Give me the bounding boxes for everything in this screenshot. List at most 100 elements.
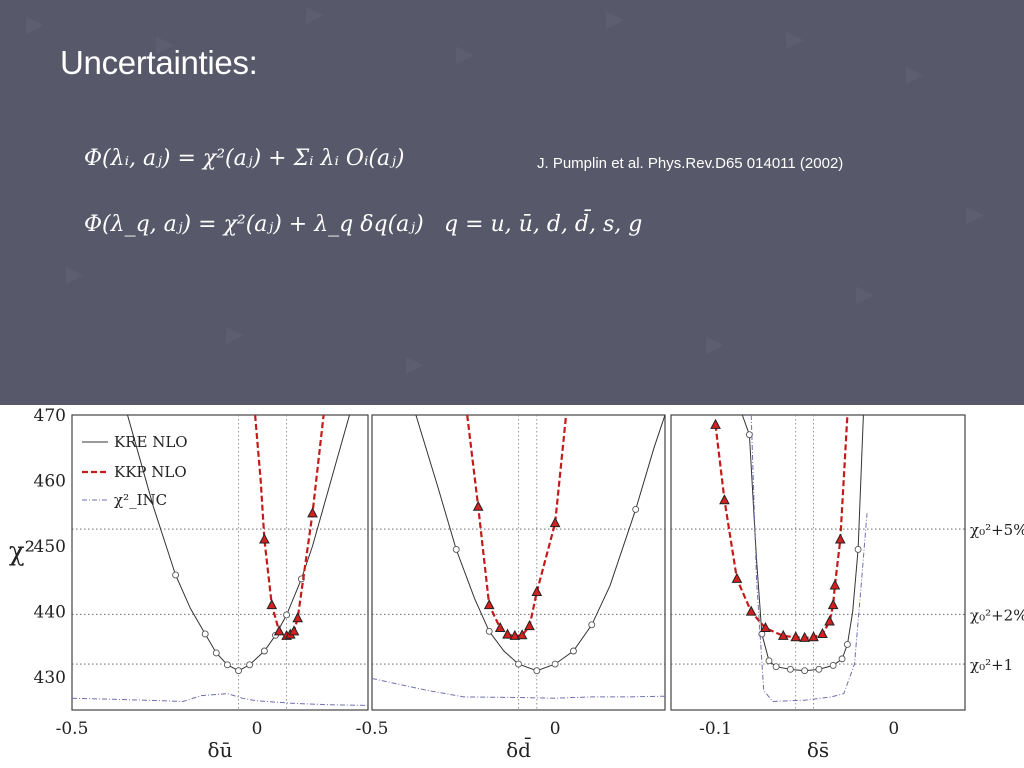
background-arrow-decoration: ► — [900, 58, 930, 91]
data-point-circle — [533, 667, 541, 675]
data-point-circle — [515, 660, 522, 668]
x-axis-label: δd̄ — [506, 737, 531, 762]
data-point-circle — [772, 663, 780, 671]
x-tick-label: -0.5 — [356, 719, 389, 739]
panel-frame — [71, 414, 369, 711]
y-tick-label: 450 — [34, 537, 66, 557]
data-point-circle — [485, 627, 493, 635]
data-point-circle — [235, 667, 242, 675]
data-point-circle — [745, 431, 753, 439]
data-point-triangle — [549, 517, 561, 528]
slide-background: ► ► ► ► ► ► ► ► ► ► ► ► ► — [0, 0, 1024, 405]
legend-label: KKP NLO — [114, 463, 187, 481]
background-arrow-decoration: ► — [450, 38, 480, 71]
data-point-triangle — [273, 625, 285, 636]
data-point-triangle — [777, 629, 789, 640]
data-point-circle — [588, 621, 596, 629]
legend-label: KRE NLO — [114, 433, 188, 451]
y-tick-label: 440 — [34, 603, 66, 623]
data-point-circle — [854, 545, 862, 553]
y-tick-label: 470 — [34, 406, 66, 426]
data-point-circle — [246, 661, 254, 669]
data-point-triangle — [760, 621, 771, 633]
slide-title: Uncertainties: — [60, 44, 258, 81]
data-point-circle — [829, 661, 837, 669]
formula-flavor-list: q = u, ū, d, d̄, s, g — [444, 212, 643, 237]
background-arrow-decoration: ► — [960, 198, 990, 231]
data-point-circle — [260, 647, 268, 655]
series-line-kkp-nlo — [714, 415, 849, 640]
y-tick-label: 430 — [34, 668, 66, 688]
data-point-triangle — [266, 599, 278, 610]
data-point-triangle — [494, 621, 506, 633]
x-tick-label: -0.1 — [699, 719, 732, 739]
data-point-circle — [551, 660, 559, 668]
data-point-circle — [223, 661, 231, 669]
data-point-circle — [283, 611, 291, 619]
data-point-triangle — [502, 628, 513, 639]
data-point-circle — [765, 657, 773, 665]
data-point-circle — [801, 667, 809, 675]
data-point-circle — [201, 630, 209, 638]
x-tick-label: 0 — [550, 719, 561, 739]
data-point-triangle — [292, 612, 304, 623]
series-line--inc — [72, 693, 368, 706]
threshold-label: χ₀²+5% — [970, 521, 1024, 539]
background-arrow-decoration: ► — [600, 3, 630, 36]
data-point-triangle — [531, 585, 543, 596]
formula-lagrange-sum: Φ(λᵢ, aⱼ) = χ²(aⱼ) + Σᵢ λᵢ Oᵢ(aⱼ) — [84, 146, 405, 171]
data-point-triangle — [483, 599, 495, 610]
series-line-kkp-nlo — [254, 415, 325, 638]
background-arrow-decoration: ► — [780, 23, 810, 56]
x-tick-label: -0.5 — [56, 719, 89, 739]
y-tick-label: 460 — [34, 472, 66, 492]
data-point-triangle — [710, 418, 721, 429]
background-arrow-decoration: ► — [150, 28, 180, 61]
x-axis-label: δū — [208, 738, 233, 762]
data-point-triangle — [307, 507, 318, 518]
data-point-triangle — [799, 631, 810, 642]
data-point-triangle — [817, 627, 828, 638]
data-point-circle — [843, 640, 851, 648]
data-point-circle — [632, 505, 640, 513]
chi-square-chart: -0.5 0 δū 430 440 450 460 470 χ² KRE NLO KKP NLO χ²… — [9, 406, 1024, 762]
background-arrow-decoration: ► — [60, 258, 90, 291]
data-point-circle — [786, 665, 794, 673]
x-axis-label: δs̄ — [807, 738, 829, 762]
series-line--inc — [372, 678, 665, 699]
data-point-triangle — [834, 533, 846, 544]
data-point-triangle — [745, 605, 757, 616]
background-arrow-decoration: ► — [700, 328, 730, 361]
data-point-triangle — [827, 599, 839, 610]
panel-frame — [670, 414, 966, 711]
data-point-triangle — [509, 629, 521, 640]
background-arrow-decoration: ► — [400, 348, 430, 381]
legend-label: χ²_INC — [114, 491, 167, 509]
threshold-label: χ₀²+1 — [970, 656, 1013, 674]
data-point-circle — [815, 665, 823, 673]
series-line-kre-nlo — [415, 415, 665, 672]
y-axis-label: χ² — [9, 537, 35, 567]
data-point-triangle — [731, 572, 743, 583]
background-arrow-decoration: ► — [850, 278, 880, 311]
data-point-triangle — [824, 615, 835, 626]
data-point-circle — [452, 545, 460, 553]
data-point-triangle — [524, 620, 535, 631]
threshold-label: χ₀²+2% — [970, 606, 1024, 624]
background-arrow-decoration: ► — [300, 0, 330, 31]
data-point-triangle — [288, 625, 300, 636]
data-point-triangle — [829, 579, 841, 590]
background-arrow-decoration: ► — [20, 8, 50, 41]
background-arrow-decoration: ► — [220, 318, 250, 351]
data-point-triangle — [259, 533, 270, 544]
data-point-triangle — [516, 629, 528, 640]
x-tick-label: 0 — [252, 719, 263, 739]
data-point-triangle — [808, 631, 819, 642]
data-point-circle — [838, 655, 846, 663]
data-point-triangle — [472, 500, 484, 511]
x-tick-label: 0 — [888, 719, 899, 739]
data-point-circle — [172, 571, 180, 579]
data-point-triangle — [719, 494, 730, 505]
citation-reference: J. Pumplin et al. Phys.Rev.D65 014011 (2… — [537, 155, 844, 172]
data-point-circle — [212, 649, 220, 657]
